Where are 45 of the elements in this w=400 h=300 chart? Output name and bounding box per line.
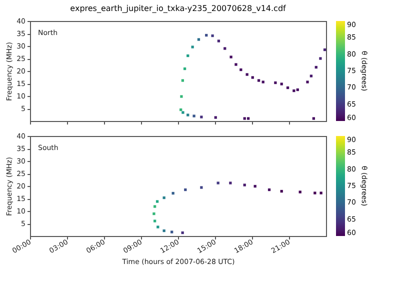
point xyxy=(246,73,248,76)
point xyxy=(153,220,156,222)
point xyxy=(230,56,232,58)
point xyxy=(162,229,166,232)
point xyxy=(200,116,203,118)
point xyxy=(216,182,220,184)
point xyxy=(234,63,238,66)
point xyxy=(191,46,194,48)
point xyxy=(153,205,156,208)
point xyxy=(214,116,217,119)
point xyxy=(243,117,246,120)
point xyxy=(229,182,232,184)
point xyxy=(181,79,184,82)
point xyxy=(312,117,315,120)
point xyxy=(200,186,203,189)
point xyxy=(192,114,196,118)
point xyxy=(162,196,166,200)
point xyxy=(319,57,322,60)
point xyxy=(314,192,316,194)
point xyxy=(152,212,156,216)
point xyxy=(217,40,220,42)
point xyxy=(298,190,302,194)
point xyxy=(262,80,264,84)
point xyxy=(243,184,246,186)
chart-title: expres_earth_jupiter_io_txka-y235_20070628_v14.cdf xyxy=(70,4,286,13)
point xyxy=(156,200,159,203)
point xyxy=(292,89,296,92)
point xyxy=(246,117,250,120)
point xyxy=(257,79,260,82)
point xyxy=(180,95,183,98)
point xyxy=(181,231,184,234)
point xyxy=(310,74,313,78)
point xyxy=(274,81,277,84)
point xyxy=(170,230,174,234)
point xyxy=(197,38,200,41)
point xyxy=(224,47,226,50)
point xyxy=(251,76,254,79)
point xyxy=(186,114,190,116)
point xyxy=(211,34,214,38)
point xyxy=(320,192,322,194)
point xyxy=(156,226,160,228)
point xyxy=(280,82,283,86)
point xyxy=(306,80,309,84)
point xyxy=(172,192,174,195)
point xyxy=(182,111,184,114)
